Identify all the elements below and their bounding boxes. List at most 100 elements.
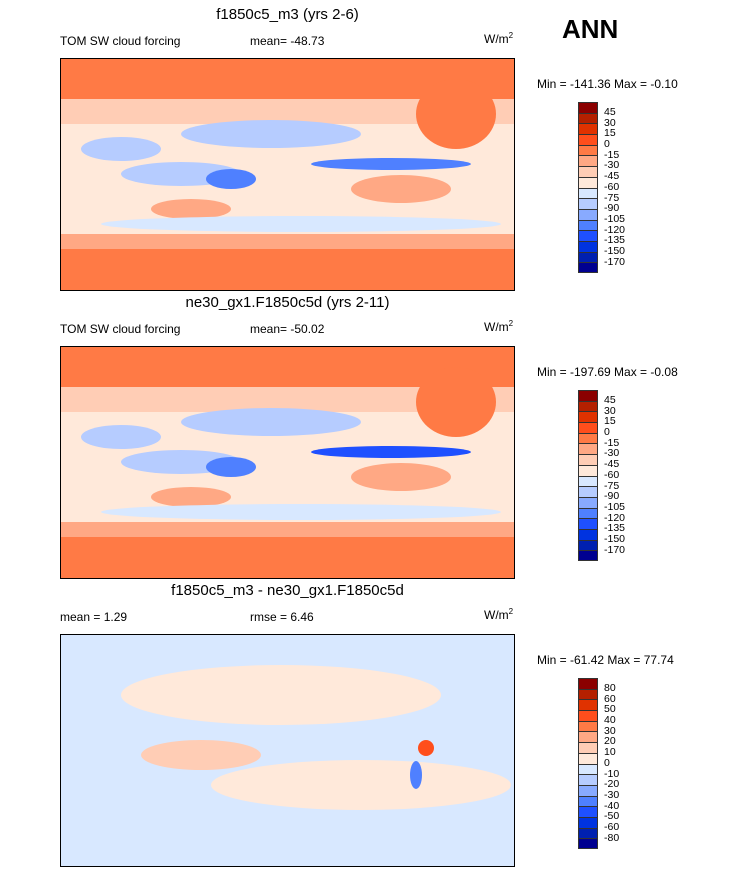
colorbar-swatch bbox=[578, 731, 598, 743]
colorbar-swatch bbox=[578, 422, 598, 433]
panel-title: f1850c5_m3 - ne30_gx1.F1850c5d bbox=[171, 582, 404, 599]
panel-left-label: TOM SW cloud forcing bbox=[60, 34, 181, 48]
season-label: ANN bbox=[562, 14, 619, 44]
colorbar-swatch bbox=[578, 208, 598, 220]
colorbar-swatch bbox=[578, 390, 598, 401]
colorbar-swatch bbox=[578, 176, 598, 188]
colorbar-swatch bbox=[578, 763, 598, 775]
colorbar-level: -80 bbox=[604, 831, 620, 844]
colorbar-level: -90 bbox=[604, 490, 620, 503]
colorbar-level: 0 bbox=[604, 426, 610, 439]
colorbar-swatch bbox=[578, 102, 598, 113]
colorbar-swatch bbox=[578, 475, 598, 487]
colorbar-level: -15 bbox=[604, 436, 620, 449]
panel-mean-label: mean= -50.02 bbox=[250, 322, 325, 336]
colorbar-level: 30 bbox=[604, 724, 616, 737]
colorbar-swatch bbox=[578, 166, 598, 177]
colorbar-swatch bbox=[578, 443, 598, 455]
colorbar-swatch bbox=[578, 112, 598, 124]
units-label: W/m2 bbox=[484, 31, 514, 46]
colorbar-swatch bbox=[578, 507, 598, 519]
units-label: W/m2 bbox=[484, 319, 514, 334]
min-max-label: Min = -61.42 Max = 77.74 bbox=[537, 653, 674, 667]
colorbar-level: -105 bbox=[604, 212, 626, 225]
colorbar-swatch bbox=[578, 230, 598, 241]
colorbar-level: -150 bbox=[604, 532, 626, 545]
colorbar-level: 45 bbox=[604, 394, 616, 406]
colorbar-level: -45 bbox=[604, 170, 620, 183]
colorbar bbox=[578, 102, 598, 273]
colorbar-level: -150 bbox=[604, 244, 626, 257]
colorbar-swatch bbox=[578, 400, 598, 412]
colorbar-level: 10 bbox=[604, 746, 616, 759]
colorbar-swatch bbox=[578, 720, 598, 732]
colorbar-labels: 45 30 15 0 -15 -30 -45 -60 -75 -90 -105 -120 -135 -15… bbox=[604, 395, 625, 555]
units-label: W/m2 bbox=[484, 607, 514, 622]
contour-map bbox=[60, 346, 515, 579]
colorbar-swatch bbox=[578, 742, 598, 753]
colorbar-level: -30 bbox=[604, 447, 620, 460]
colorbar-swatch bbox=[578, 752, 598, 764]
colorbar-level: -135 bbox=[604, 522, 626, 535]
colorbar-level: 40 bbox=[604, 714, 616, 727]
colorbar-level: -120 bbox=[604, 223, 626, 236]
colorbar-swatch bbox=[578, 806, 598, 817]
colorbar-swatch bbox=[578, 240, 598, 252]
colorbar-level: -60 bbox=[604, 180, 620, 193]
panel-title: f1850c5_m3 (yrs 2-6) bbox=[216, 6, 359, 23]
colorbar-level: 45 bbox=[604, 106, 616, 118]
colorbar-level: -50 bbox=[604, 810, 620, 823]
colorbar-swatch bbox=[578, 134, 598, 145]
colorbar-swatch bbox=[578, 187, 598, 199]
panel-mean-label: rmse = 6.46 bbox=[250, 610, 314, 624]
colorbar-level: -75 bbox=[604, 479, 620, 492]
colorbar-level: 60 bbox=[604, 692, 616, 705]
colorbar-labels: 80 60 50 40 30 20 10 0 -10 -20 -30 -40 -50 -60 -80 bbox=[604, 683, 619, 843]
colorbar-labels: 45 30 15 0 -15 -30 -45 -60 -75 -90 -105 -120 -135 -15… bbox=[604, 107, 625, 267]
colorbar-level: -60 bbox=[604, 468, 620, 481]
colorbar-swatch bbox=[578, 144, 598, 156]
contour-map bbox=[60, 634, 515, 867]
colorbar-swatch bbox=[578, 688, 598, 700]
colorbar-level: 80 bbox=[604, 682, 616, 694]
colorbar-swatch bbox=[578, 838, 598, 849]
colorbar-level: 20 bbox=[604, 735, 616, 748]
colorbar-level: -75 bbox=[604, 191, 620, 204]
colorbar bbox=[578, 390, 598, 561]
colorbar-swatch bbox=[578, 432, 598, 444]
colorbar-level: -105 bbox=[604, 500, 626, 513]
colorbar-level: -120 bbox=[604, 511, 626, 524]
min-max-label: Min = -141.36 Max = -0.10 bbox=[537, 77, 678, 91]
colorbar bbox=[578, 678, 598, 849]
colorbar-swatch bbox=[578, 827, 598, 839]
colorbar-swatch bbox=[578, 454, 598, 465]
colorbar-swatch bbox=[578, 539, 598, 551]
panel-mean-label: mean= -48.73 bbox=[250, 34, 325, 48]
colorbar-swatch bbox=[578, 198, 598, 209]
colorbar-swatch bbox=[578, 678, 598, 689]
colorbar-level: 50 bbox=[604, 703, 616, 716]
colorbar-swatch bbox=[578, 464, 598, 476]
colorbar-swatch bbox=[578, 518, 598, 529]
colorbar-level: -40 bbox=[604, 799, 620, 812]
colorbar-level: 0 bbox=[604, 138, 610, 151]
colorbar-swatch bbox=[578, 262, 598, 273]
colorbar-level: 0 bbox=[604, 756, 610, 769]
colorbar-level: 30 bbox=[604, 404, 616, 417]
colorbar-level: -170 bbox=[604, 543, 626, 556]
colorbar-swatch bbox=[578, 816, 598, 828]
colorbar-level: 30 bbox=[604, 116, 616, 129]
colorbar-swatch bbox=[578, 795, 598, 807]
colorbar-level: -15 bbox=[604, 148, 620, 161]
colorbar-level: 15 bbox=[604, 127, 616, 140]
panel-title: ne30_gx1.F1850c5d (yrs 2-11) bbox=[185, 294, 390, 311]
colorbar-level: -90 bbox=[604, 202, 620, 215]
colorbar-swatch bbox=[578, 496, 598, 508]
colorbar-swatch bbox=[578, 699, 598, 711]
min-max-label: Min = -197.69 Max = -0.08 bbox=[537, 365, 678, 379]
colorbar-level: -45 bbox=[604, 458, 620, 471]
colorbar-level: -135 bbox=[604, 234, 626, 247]
colorbar-level: -10 bbox=[604, 767, 620, 780]
colorbar-level: -20 bbox=[604, 778, 620, 791]
